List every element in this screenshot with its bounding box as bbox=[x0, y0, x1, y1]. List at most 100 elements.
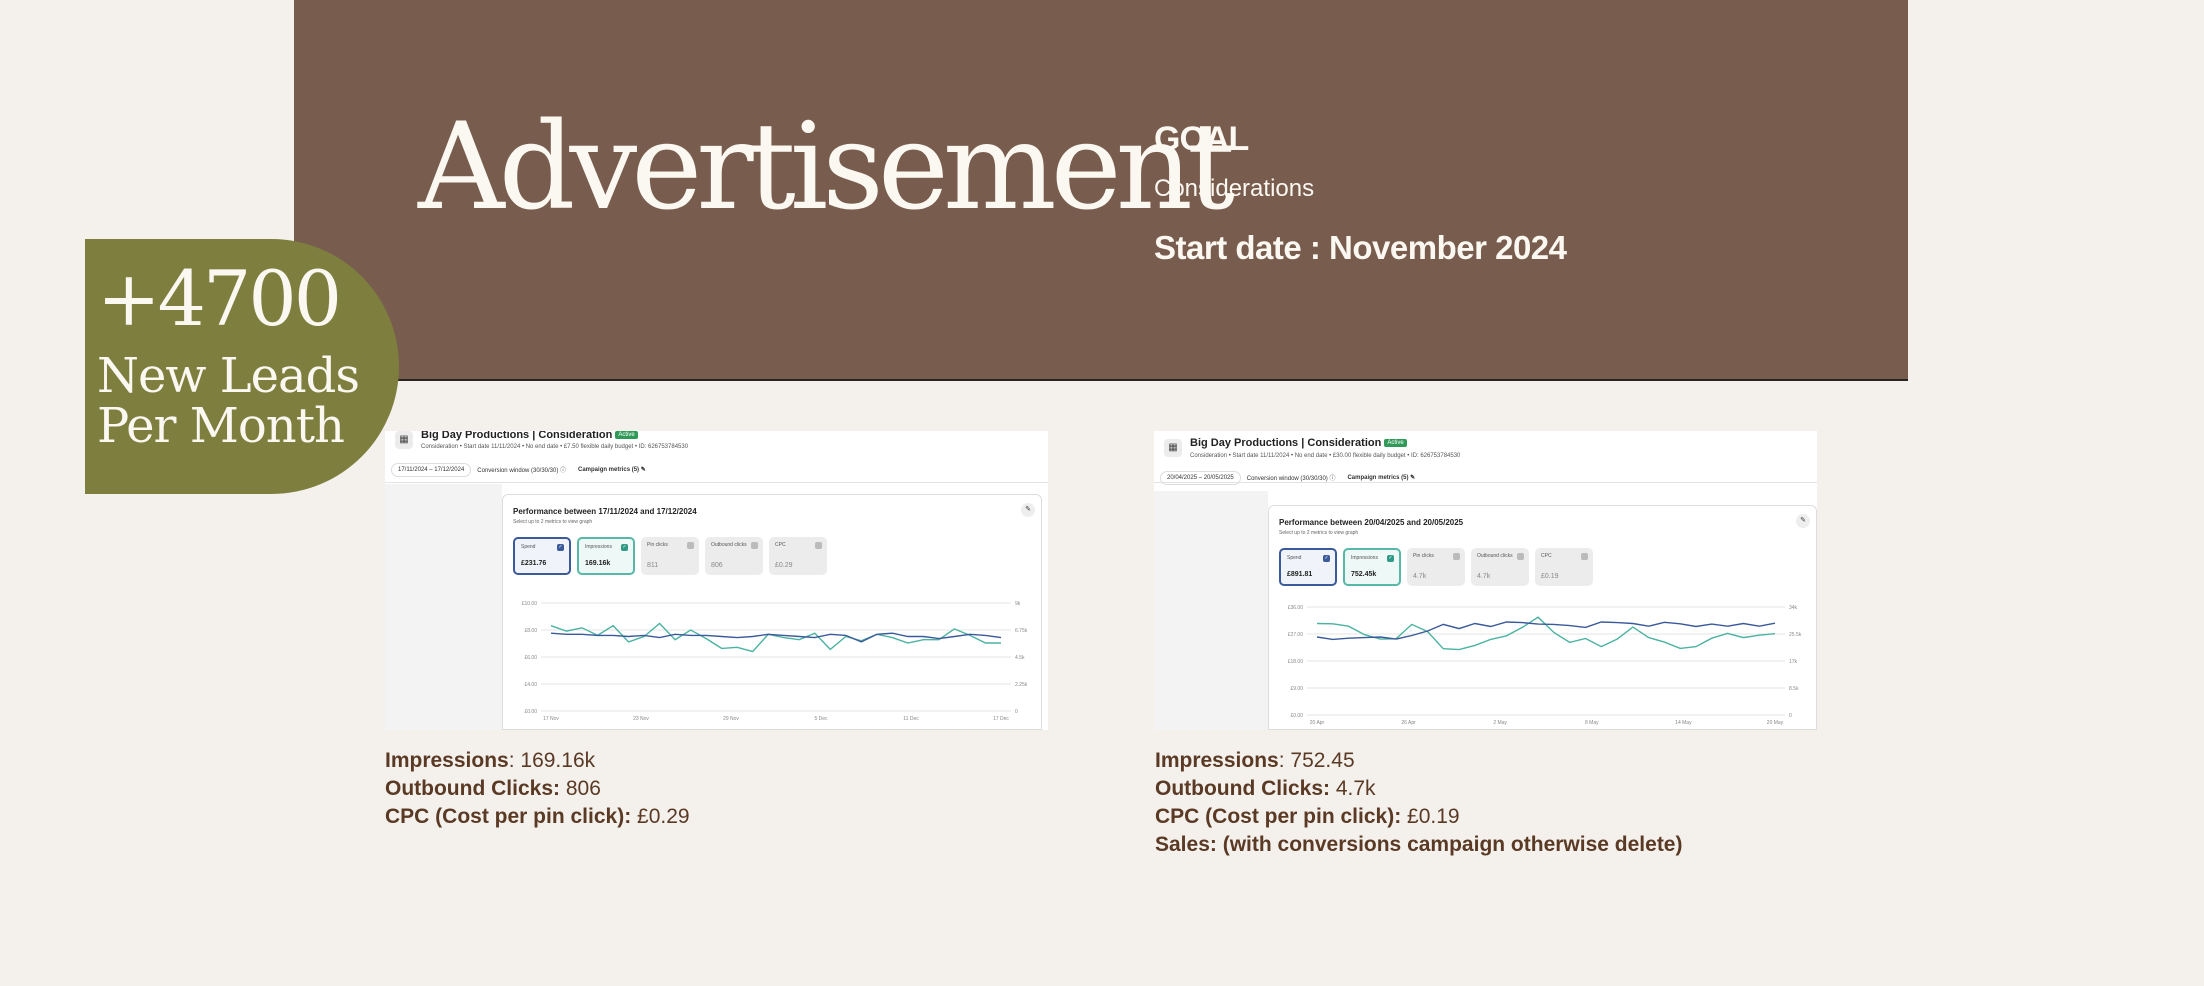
metric-card-outbound-clicks[interactable]: Outbound clicks 4.7k bbox=[1471, 548, 1529, 586]
checkbox-icon[interactable]: ✓ bbox=[621, 544, 628, 551]
metric-label: Impressions bbox=[585, 544, 612, 550]
start-date: Start date : November 2024 bbox=[1154, 229, 1567, 266]
stat-value: : 752.45 bbox=[1278, 749, 1355, 772]
y-tick-label: £18.00 bbox=[1288, 659, 1304, 665]
panel-title: Performance between 20/04/2025 and 20/05… bbox=[1279, 518, 1464, 527]
campaign-meta: Consideration • Start date 11/11/2024 • … bbox=[1190, 453, 1461, 459]
x-tick-label: 20 Apr bbox=[1310, 720, 1325, 726]
x-tick-label: 2 May bbox=[1493, 720, 1507, 726]
y-tick-label: £36.00 bbox=[1288, 605, 1304, 611]
metric-card-spend[interactable]: Spend £231.76 ✓ bbox=[513, 537, 571, 575]
metric-label: Spend bbox=[1287, 555, 1302, 561]
y2-tick-label: 0 bbox=[1789, 713, 1792, 719]
metric-value: 4.7k bbox=[1413, 573, 1427, 580]
conversion-window[interactable]: Conversion window (30/30/30) ⓘ bbox=[477, 468, 567, 474]
metric-value: 811 bbox=[647, 562, 659, 569]
leads-caption-line2: Per Month bbox=[97, 398, 345, 454]
metric-card-pin-clicks[interactable]: Pin clicks 4.7k bbox=[1407, 548, 1465, 586]
y-tick-label: £8.00 bbox=[524, 628, 537, 634]
stat-value: £0.29 bbox=[631, 805, 690, 828]
leads-caption: New Leads Per Month bbox=[97, 351, 399, 451]
leads-badge: +4700 New Leads Per Month bbox=[85, 239, 399, 494]
campaign-metrics-link[interactable]: Campaign metrics (5) ✎ bbox=[578, 467, 646, 473]
goal-label: GOAL bbox=[1154, 120, 1249, 158]
spend-line bbox=[1316, 621, 1776, 641]
campaign-toolbar: 20/04/2025 – 20/05/2025 Conversion windo… bbox=[1160, 470, 1421, 485]
x-tick-label: 20 May bbox=[1767, 720, 1784, 726]
edit-icon[interactable]: ✎ bbox=[1796, 514, 1810, 528]
checkbox-icon[interactable] bbox=[815, 542, 822, 549]
x-tick-label: 5 Dec bbox=[814, 716, 828, 722]
y2-tick-label: 4.5k bbox=[1015, 655, 1025, 661]
date-range-chip[interactable]: 17/11/2024 – 17/12/2024 bbox=[391, 462, 472, 477]
campaign-screenshot-2: ▦ Big Day Productions | Consideration Act… bbox=[1154, 431, 1817, 730]
metric-value: 169.16k bbox=[585, 560, 611, 567]
checkbox-icon[interactable]: ✓ bbox=[1387, 555, 1394, 562]
stats-block-1: Impressions: 169.16k Outbound Clicks: 80… bbox=[385, 747, 690, 831]
goal-value: Considerations bbox=[1154, 175, 1315, 202]
stat-label: CPC (Cost per pin click): bbox=[385, 805, 632, 828]
grid-icon: ▦ bbox=[1164, 439, 1182, 457]
impressions-line bbox=[550, 622, 1001, 653]
campaign-toolbar: 17/11/2024 – 17/12/2024 Conversion windo… bbox=[391, 462, 652, 477]
metric-card-pin-clicks[interactable]: Pin clicks 811 bbox=[641, 537, 699, 575]
metric-card-spend[interactable]: Spend £891.81 ✓ bbox=[1279, 548, 1337, 586]
campaign-header: ▦ Big Day Productions | Consideration Act… bbox=[1154, 431, 1817, 485]
stat-row-cpc: CPC (Cost per pin click): £0.19 bbox=[1155, 803, 1682, 831]
y2-tick-label: 0 bbox=[1015, 709, 1018, 715]
x-tick-label: 26 Apr bbox=[1401, 720, 1416, 726]
left-panel bbox=[385, 484, 502, 730]
status-badge: Active bbox=[1384, 439, 1407, 448]
checkbox-icon[interactable] bbox=[1581, 553, 1588, 560]
stat-label: CPC (Cost per pin click): bbox=[1155, 805, 1402, 828]
metric-value: 4.7k bbox=[1477, 573, 1491, 580]
x-tick-label: 17 Dec bbox=[993, 716, 1009, 722]
stat-value: : 169.16k bbox=[508, 749, 596, 772]
y2-tick-label: 6.75k bbox=[1015, 628, 1028, 634]
stat-row-impressions: Impressions: 752.45 bbox=[1155, 747, 1682, 775]
metric-label: CPC bbox=[775, 542, 786, 548]
checkbox-icon[interactable] bbox=[687, 542, 694, 549]
metric-card-outbound-clicks[interactable]: Outbound clicks 806 bbox=[705, 537, 763, 575]
metric-card-impressions[interactable]: Impressions 169.16k ✓ bbox=[577, 537, 635, 575]
impressions-line bbox=[1316, 616, 1776, 651]
stat-label: Impressions bbox=[1155, 749, 1279, 772]
conversion-window[interactable]: Conversion window (30/30/30) ⓘ bbox=[1246, 476, 1336, 482]
campaign-title: Big Day Productions | Consideration Activ… bbox=[1190, 437, 1407, 449]
y-tick-label: £27.00 bbox=[1288, 632, 1304, 638]
performance-chart: £36.00 34k £27.00 25.5k £18.00 17k £9.00 8.5k £0… bbox=[1288, 605, 1802, 726]
stat-row-outbound-clicks: Outbound Clicks: 4.7k bbox=[1155, 775, 1682, 803]
edit-icon[interactable]: ✎ bbox=[1021, 503, 1035, 517]
metric-card-cpc[interactable]: CPC £0.29 bbox=[769, 537, 827, 575]
page-title: Advertisement bbox=[418, 98, 1235, 237]
x-tick-label: 11 Dec bbox=[903, 716, 919, 722]
y-tick-label: £9.00 bbox=[1290, 686, 1303, 692]
y2-tick-label: 17k bbox=[1789, 659, 1798, 665]
x-tick-label: 29 Nov bbox=[723, 716, 739, 722]
left-panel bbox=[1154, 491, 1268, 730]
y-tick-label: £0.00 bbox=[1290, 713, 1303, 719]
panel-subtitle: Select up to 2 metrics to view graph bbox=[1279, 530, 1359, 536]
spend-line bbox=[550, 632, 1002, 643]
panel-subtitle: Select up to 2 metrics to view graph bbox=[513, 519, 593, 525]
panel-title: Performance between 17/11/2024 and 17/12… bbox=[513, 507, 697, 516]
checkbox-icon[interactable] bbox=[1453, 553, 1460, 560]
metric-card-cpc[interactable]: CPC £0.19 bbox=[1535, 548, 1593, 586]
metric-card-impressions[interactable]: Impressions 752.45k ✓ bbox=[1343, 548, 1401, 586]
header-banner: Advertisement GOAL Considerations Start … bbox=[294, 0, 1908, 381]
stat-value: 4.7k bbox=[1330, 777, 1376, 800]
checkbox-icon[interactable]: ✓ bbox=[557, 544, 564, 551]
metric-value: 752.45k bbox=[1351, 571, 1377, 578]
metric-label: Spend bbox=[521, 544, 536, 550]
date-range-chip[interactable]: 20/04/2025 – 20/05/2025 bbox=[1160, 470, 1241, 485]
checkbox-icon[interactable] bbox=[1517, 553, 1524, 560]
campaign-header: ▦ Big Day Productions | Consideration Act… bbox=[385, 431, 1048, 483]
x-tick-label: 8 May bbox=[1585, 720, 1599, 726]
y2-tick-label: 8.5k bbox=[1789, 686, 1799, 692]
campaign-title: Big Day Productions | Consideration Activ… bbox=[421, 431, 638, 441]
campaign-metrics-link[interactable]: Campaign metrics (5) ✎ bbox=[1347, 475, 1416, 481]
performance-panel: Performance between 17/11/2024 and 17/12… bbox=[502, 494, 1042, 730]
checkbox-icon[interactable] bbox=[751, 542, 758, 549]
performance-panel: Performance between 20/04/2025 and 20/05… bbox=[1268, 505, 1817, 730]
checkbox-icon[interactable]: ✓ bbox=[1323, 555, 1330, 562]
